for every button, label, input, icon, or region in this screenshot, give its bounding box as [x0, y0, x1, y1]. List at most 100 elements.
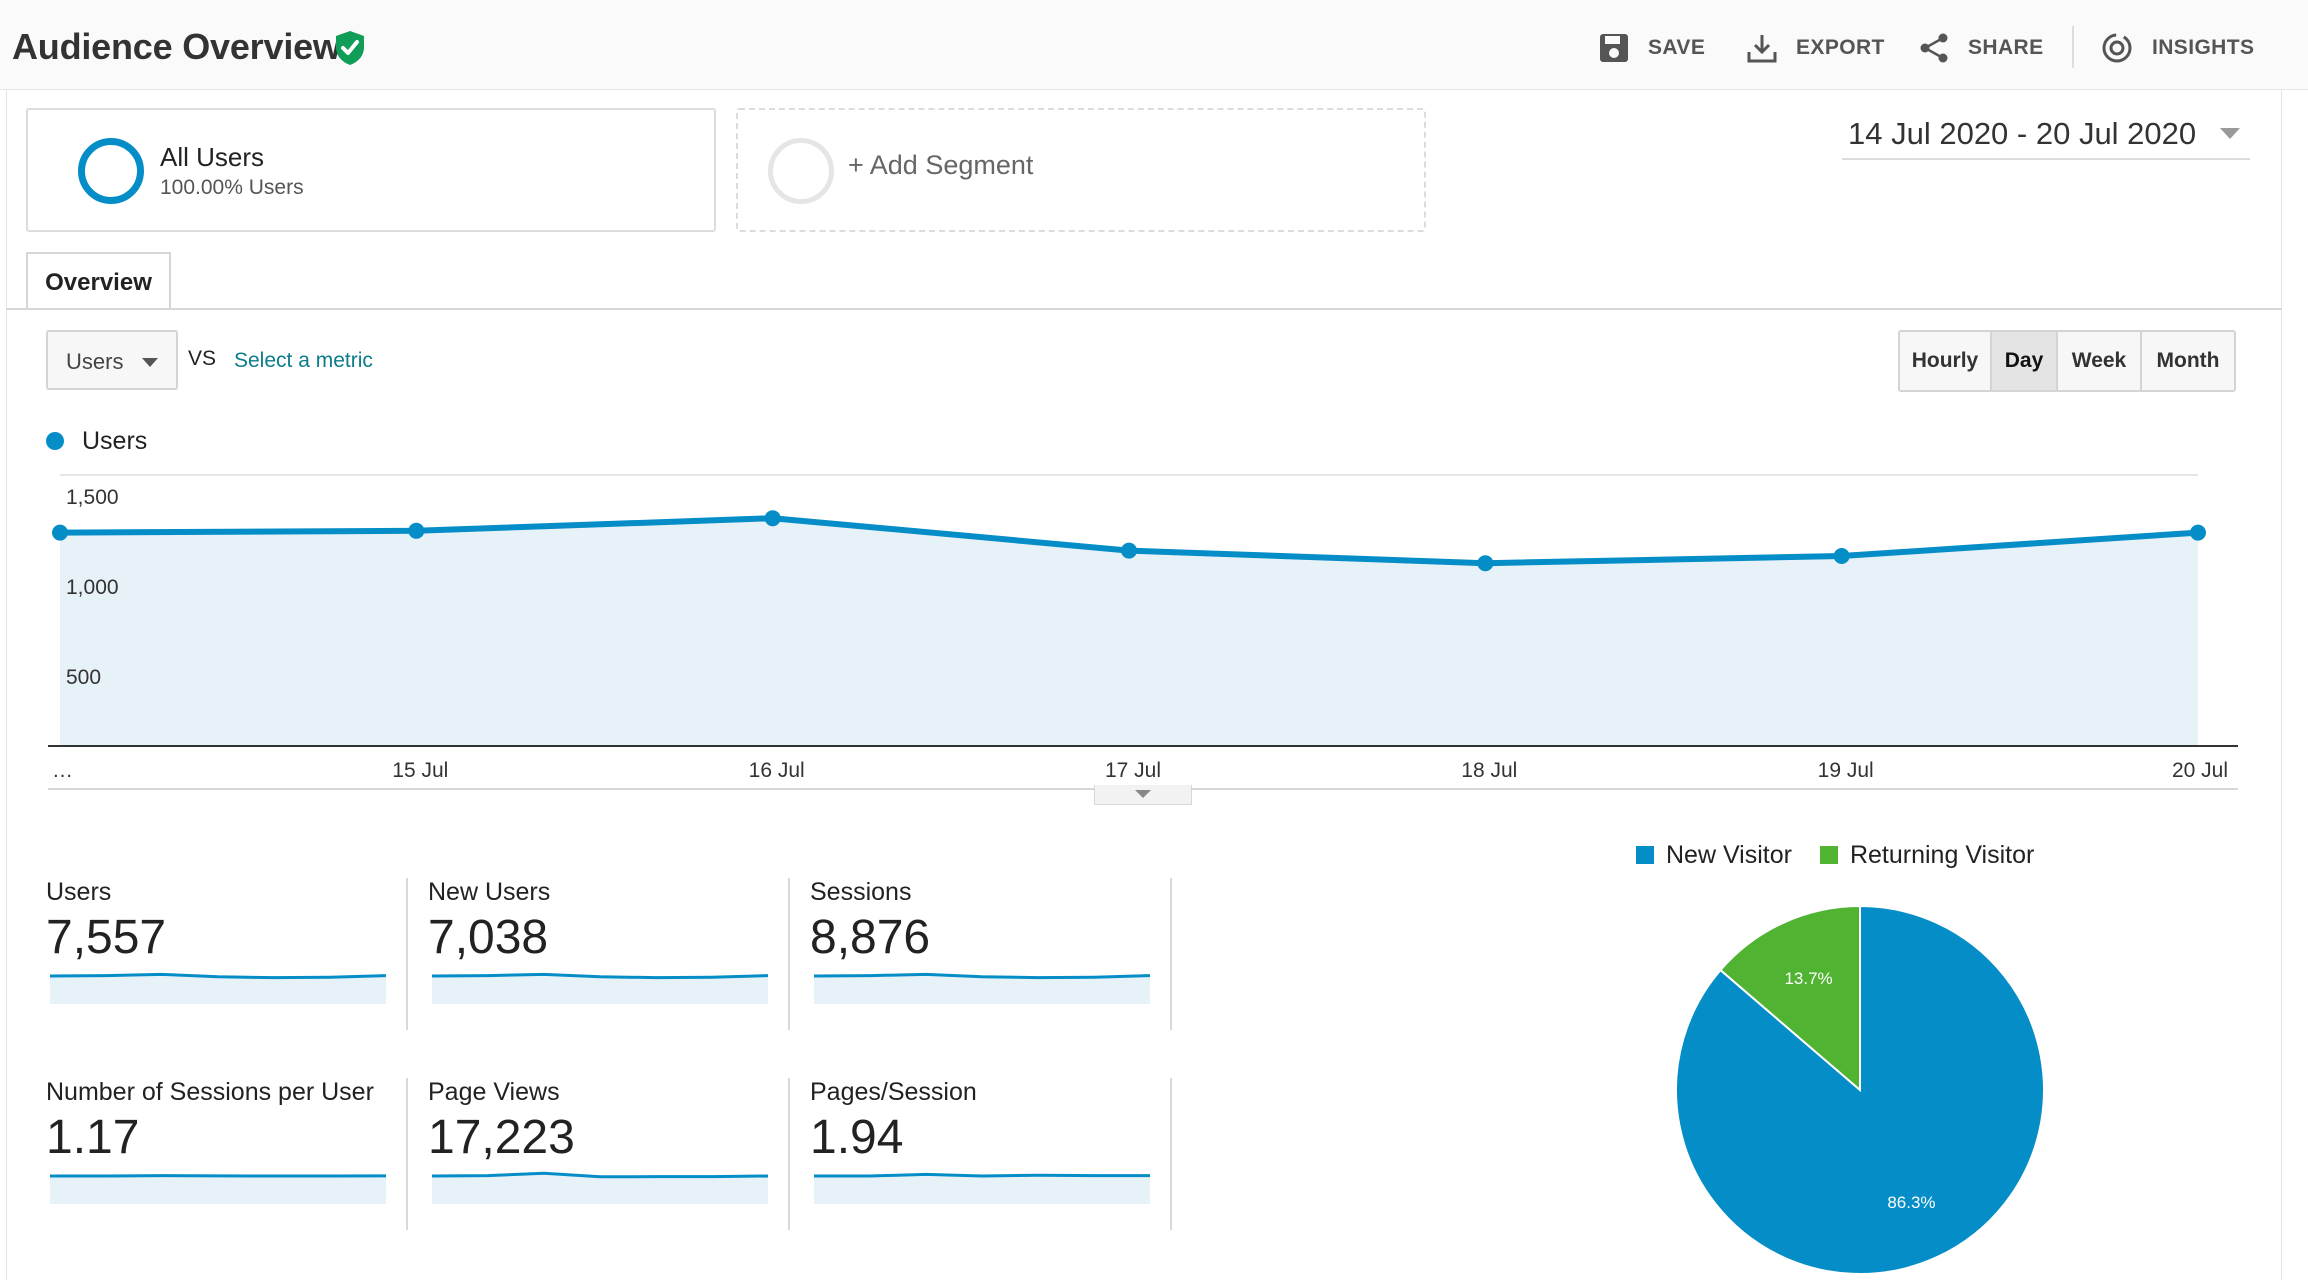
chevron-down-icon	[2220, 128, 2240, 139]
legend-users-label: Users	[82, 426, 148, 455]
metric-dropdown[interactable]: Users	[46, 330, 178, 390]
share-button[interactable]: SHARE	[1918, 28, 2044, 68]
y-tick-label: 500	[66, 666, 101, 689]
sparkline-line	[432, 972, 768, 980]
tile-divider	[1170, 1078, 1172, 1230]
export-button[interactable]: EXPORT	[1746, 28, 1885, 68]
sparkline-line	[50, 972, 386, 980]
sparkline	[432, 1171, 768, 1204]
metric-tile-sessions-per-user[interactable]: Number of Sessions per User 1.17	[46, 1078, 386, 1238]
date-range-picker[interactable]: 14 Jul 2020 - 20 Jul 2020	[1842, 110, 2250, 160]
y-tick-label: 1,000	[66, 576, 119, 599]
month-button[interactable]: Month	[2142, 332, 2234, 390]
add-segment-label: + Add Segment	[848, 150, 1034, 180]
segment-name: All Users	[160, 142, 265, 172]
add-segment-button[interactable]: + Add Segment	[736, 108, 1426, 232]
data-point	[408, 522, 425, 539]
floppy-disk-icon	[1600, 34, 1628, 62]
metric-value: 17,223	[428, 1111, 575, 1164]
data-point	[1833, 548, 1850, 564]
metric-label: Sessions	[810, 878, 912, 906]
page-title: Audience Overview	[12, 26, 341, 67]
pie-slice-label: 13.7%	[1784, 969, 1832, 988]
data-point	[1121, 542, 1137, 559]
metric-tile-pages-per-session[interactable]: Pages/Session 1.94	[810, 1078, 1150, 1238]
pie-slice-label: 86.3%	[1887, 1193, 1935, 1212]
y-tick-label: 1,500	[66, 486, 119, 509]
users-line-chart: 1,500 1,000 500 … 15 Jul 16 Jul 17 Jul 18 Jul 19…	[48, 474, 2238, 790]
pie-legend: New Visitor Returning Visitor	[1636, 840, 2062, 870]
insights-label: INSIGHTS	[2152, 36, 2255, 59]
metric-dropdown-value: Users	[66, 349, 124, 374]
tile-divider	[406, 1078, 408, 1230]
date-range-text: 14 Jul 2020 - 20 Jul 2020	[1848, 116, 2197, 151]
sparkline-area	[432, 1173, 768, 1204]
metric-value: 7,038	[428, 911, 549, 964]
hourly-button[interactable]: Hourly	[1900, 332, 1992, 390]
sparkline	[814, 972, 1150, 1004]
share-icon	[1920, 33, 1948, 63]
caret-down-icon	[1135, 790, 1151, 798]
metric-label: Page Views	[428, 1078, 560, 1106]
sparkline-line	[814, 972, 1150, 980]
sparkline-line	[432, 1171, 768, 1179]
week-button[interactable]: Week	[2058, 332, 2142, 390]
x-tick-label: 19 Jul	[1818, 759, 1874, 782]
verified-shield-icon	[336, 31, 364, 65]
sparkline-area	[50, 974, 386, 1004]
sparkline	[814, 1172, 1150, 1204]
tile-divider	[788, 1078, 790, 1230]
sparkline-line	[814, 1172, 1150, 1178]
data-point	[1477, 555, 1494, 572]
report-header: Audience Overview SAVE EXPORT SHARE	[0, 0, 2308, 90]
sparkline	[50, 1174, 386, 1204]
x-tick-label: 18 Jul	[1461, 759, 1517, 782]
chart-legend: Users	[46, 426, 147, 456]
metric-tile-page-views[interactable]: Page Views 17,223	[428, 1078, 768, 1238]
segment-ring-icon	[78, 138, 144, 204]
x-tick-label: 15 Jul	[392, 759, 448, 782]
metric-tile-new-users[interactable]: New Users 7,038	[428, 878, 768, 1038]
sparkline	[432, 972, 768, 1004]
users-series-dot	[46, 432, 64, 450]
pie-legend-label: New Visitor	[1666, 840, 1792, 869]
select-metric-link[interactable]: Select a metric	[234, 349, 373, 372]
data-point	[764, 510, 781, 527]
data-point	[2190, 524, 2206, 541]
tab-overview[interactable]: Overview	[26, 252, 171, 310]
sparkline-area	[50, 1175, 386, 1204]
granularity-toggle: Hourly Day Week Month	[1898, 330, 2236, 392]
sparkline-area	[814, 974, 1150, 1004]
day-button[interactable]: Day	[1992, 332, 2058, 390]
collapse-chart-button[interactable]	[1094, 785, 1192, 805]
report-panel	[6, 90, 2282, 1280]
export-label: EXPORT	[1796, 36, 1885, 59]
download-icon	[1747, 35, 1777, 63]
metric-label: Number of Sessions per User	[46, 1078, 374, 1106]
metric-tile-sessions[interactable]: Sessions 8,876	[810, 878, 1150, 1038]
x-tick-label: 20 Jul	[2172, 759, 2228, 782]
tile-divider	[1170, 878, 1172, 1030]
empty-segment-ring-icon	[768, 138, 834, 204]
visitor-pie-chart: 86.3% 13.7%	[1675, 904, 2045, 1275]
users-area	[60, 518, 2198, 745]
tile-divider	[406, 878, 408, 1030]
segment-percentage: 100.00% Users	[160, 176, 304, 199]
sparkline	[50, 972, 386, 1004]
x-tick-label: …	[52, 759, 73, 782]
share-label: SHARE	[1968, 36, 2044, 59]
x-tick-label: 17 Jul	[1105, 759, 1161, 782]
header-divider	[2072, 26, 2074, 68]
tab-divider	[6, 308, 2282, 310]
caret-down-icon	[142, 358, 158, 367]
metric-label: Users	[46, 878, 112, 906]
insights-icon	[2102, 33, 2132, 63]
save-button[interactable]: SAVE	[1598, 28, 1705, 68]
pie-legend-label: Returning Visitor	[1849, 840, 2035, 869]
returning-visitor-swatch	[1819, 846, 1838, 864]
metric-tile-users[interactable]: Users 7,557	[46, 878, 386, 1038]
insights-button[interactable]: INSIGHTS	[2100, 28, 2254, 68]
sparkline-area	[814, 1174, 1150, 1204]
segment-all-users[interactable]: All Users 100.00% Users	[26, 108, 716, 232]
data-point	[52, 524, 68, 541]
